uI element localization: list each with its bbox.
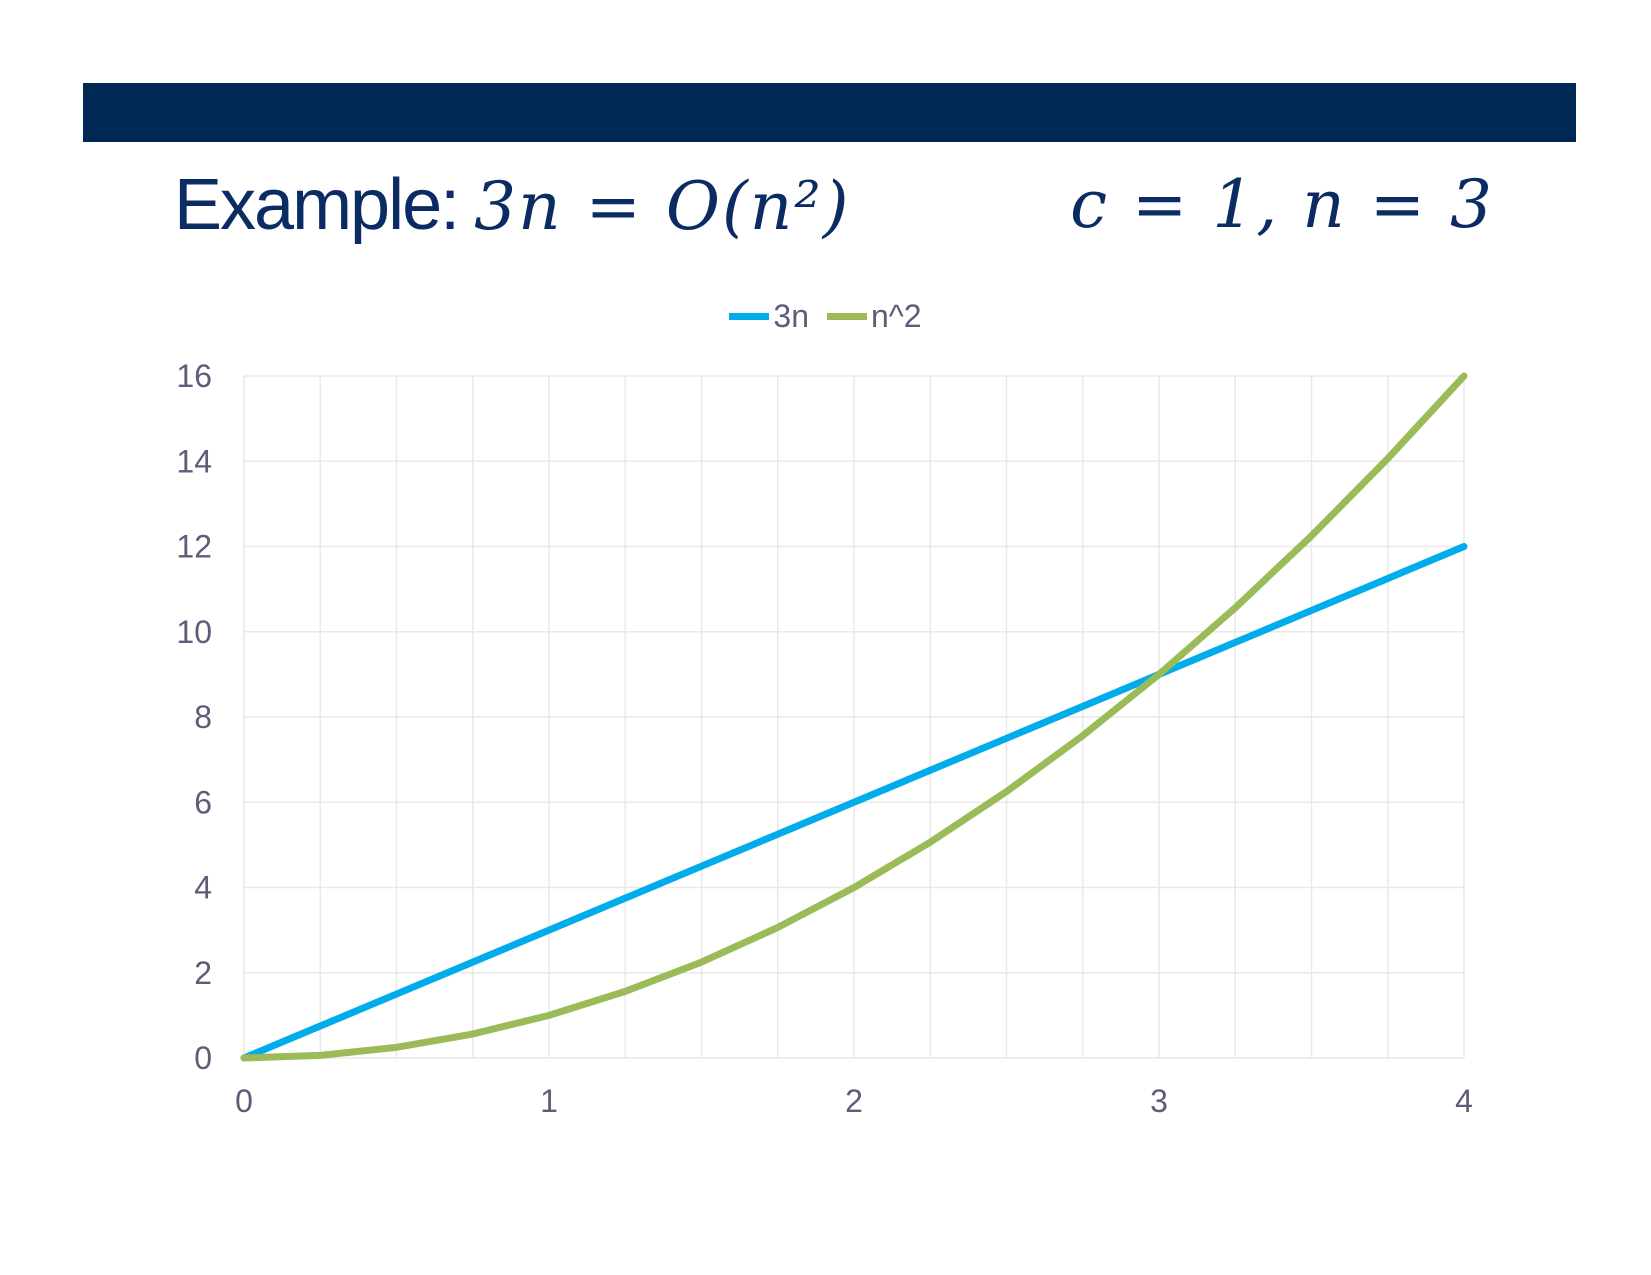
chart-legend: 3n n^2: [0, 296, 1651, 336]
x-tick-label: 3: [1150, 1083, 1168, 1119]
x-tick-label: 4: [1455, 1083, 1473, 1119]
y-tick-label: 4: [194, 870, 212, 906]
y-tick-label: 10: [176, 614, 212, 650]
y-tick-label: 2: [194, 955, 212, 991]
title-label: Example:: [174, 165, 460, 245]
slide-title: Example: 3n = O(n²) c = 1, n = 3: [174, 160, 1494, 250]
legend-swatch-3n: [729, 312, 770, 320]
y-tick-label: 14: [176, 443, 212, 479]
x-tick-label: 1: [540, 1083, 558, 1119]
legend-item-n2: n^2: [826, 297, 922, 335]
title-math: 3n = O(n²): [474, 168, 851, 245]
legend-swatch-n2: [826, 312, 867, 320]
x-tick-label: 2: [845, 1083, 863, 1119]
y-tick-label: 16: [176, 358, 212, 394]
y-tick-label: 0: [194, 1040, 212, 1076]
legend-label-n2: n^2: [870, 297, 922, 334]
y-tick-label: 6: [194, 784, 212, 820]
legend-label-3n: 3n: [773, 297, 809, 334]
constants-label: c = 1, n = 3: [1070, 166, 1494, 243]
y-tick-label: 12: [176, 529, 212, 565]
y-tick-label: 8: [194, 699, 212, 735]
series-line-n2: [240, 372, 1468, 1062]
legend-item-3n: 3n: [729, 298, 809, 335]
header-bar: [83, 83, 1576, 142]
x-tick-label: 0: [235, 1083, 253, 1119]
series-line-3n: [240, 543, 1468, 1062]
